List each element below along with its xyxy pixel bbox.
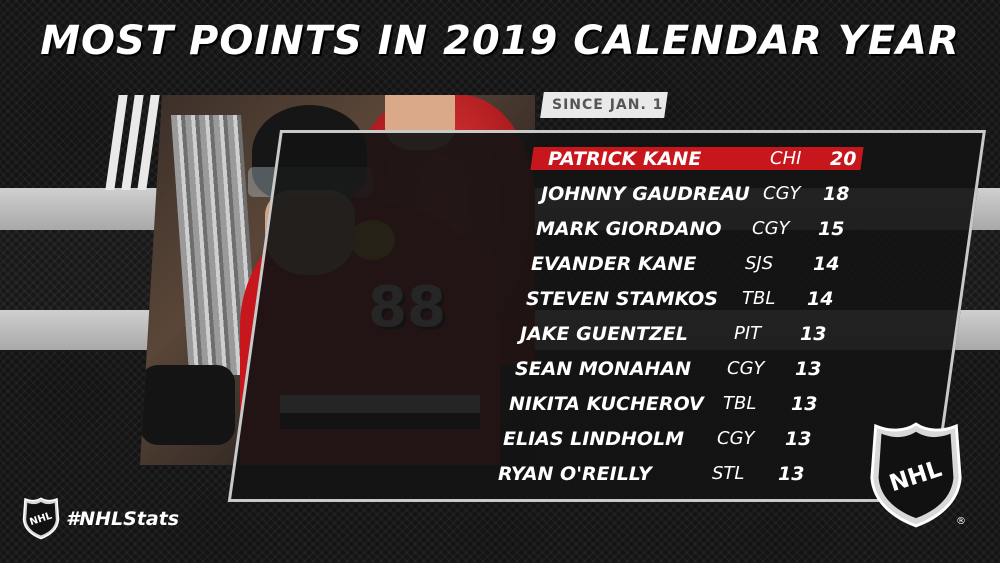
player-points: 13 <box>800 323 827 345</box>
player-name: RYAN O'REILLY <box>498 463 652 485</box>
player-points: 14 <box>807 288 834 310</box>
hashtag[interactable]: #NHLStats <box>66 508 180 530</box>
player-team: SJS <box>745 253 774 274</box>
player-name: STEVEN STAMKOS <box>526 288 718 310</box>
player-team: CGY <box>727 358 765 379</box>
player-name: JOHNNY GAUDREAU <box>541 183 750 205</box>
subtitle-text: SINCE JAN. 1 <box>552 97 664 113</box>
player-name: JAKE GUENTZEL <box>520 323 688 345</box>
registered-mark: ® <box>956 516 966 527</box>
player-points: 13 <box>795 358 822 380</box>
player-points: 20 <box>830 148 857 170</box>
player-name: MARK GIORDANO <box>536 218 722 240</box>
player-name: NIKITA KUCHEROV <box>509 393 704 415</box>
page-title: MOST POINTS IN 2019 CALENDAR YEAR <box>40 18 960 64</box>
player-glove <box>140 365 235 445</box>
player-team: CGY <box>752 218 790 239</box>
player-points: 13 <box>778 463 805 485</box>
player-points: 13 <box>791 393 818 415</box>
player-name: SEAN MONAHAN <box>515 358 692 380</box>
player-team: CGY <box>717 428 755 449</box>
player-team: CGY <box>763 183 801 204</box>
player-name: EVANDER KANE <box>531 253 697 275</box>
player-name: PATRICK KANE <box>548 148 702 170</box>
player-team: CHI <box>770 148 802 169</box>
player-team: PIT <box>734 323 762 344</box>
nhl-small-shield-icon: NHL <box>22 497 60 540</box>
player-points: 18 <box>823 183 850 205</box>
player-points: 14 <box>813 253 840 275</box>
nhl-shield-icon: NHL <box>870 422 962 528</box>
player-name: ELIAS LINDHOLM <box>503 428 685 450</box>
player-team: STL <box>712 463 745 484</box>
player-points: 15 <box>818 218 845 240</box>
player-team: TBL <box>723 393 757 414</box>
player-team: TBL <box>742 288 776 309</box>
player-points: 13 <box>785 428 812 450</box>
